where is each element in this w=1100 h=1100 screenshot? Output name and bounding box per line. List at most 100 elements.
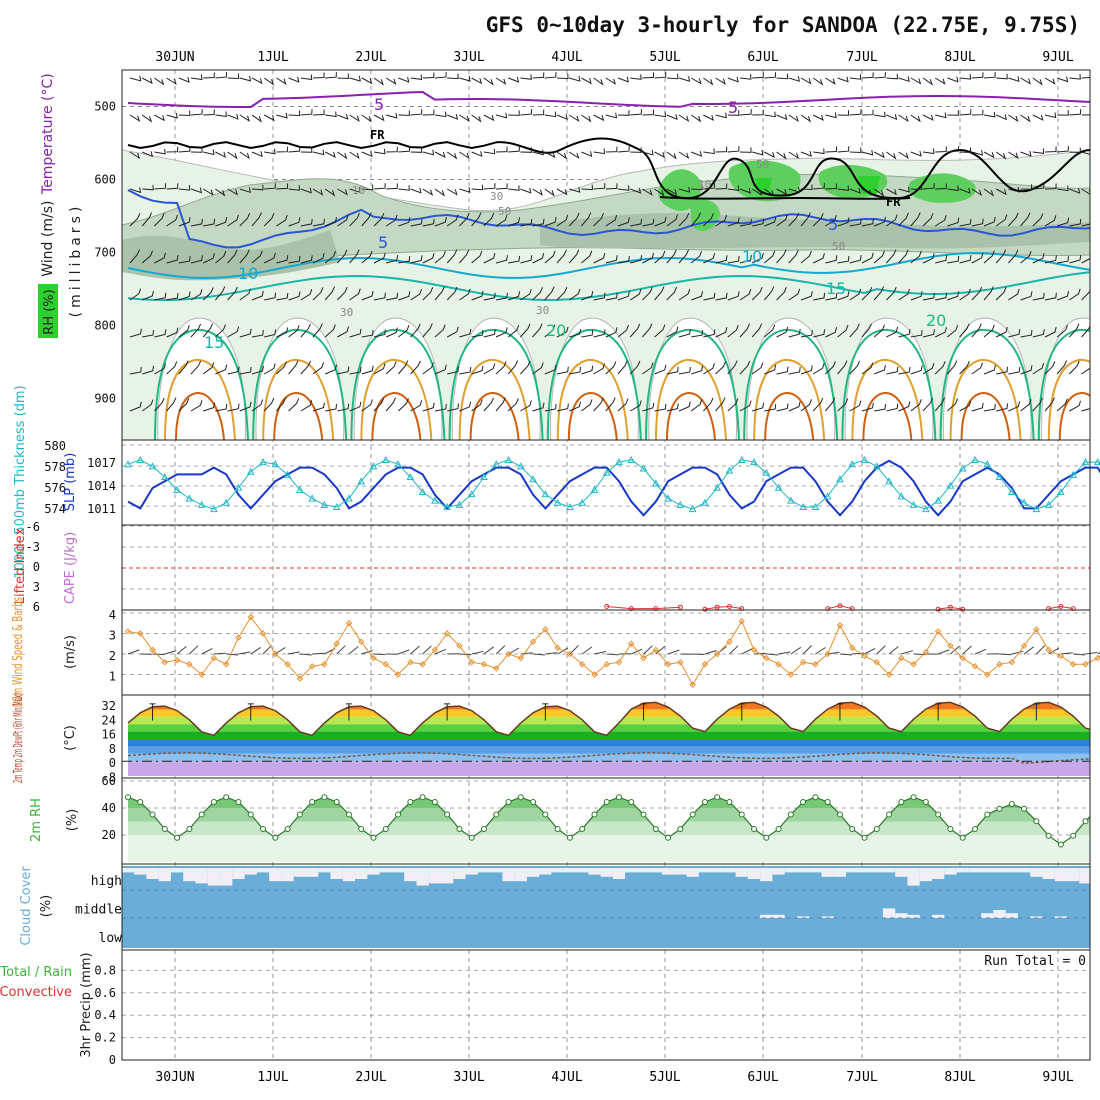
wind-barb xyxy=(202,287,214,301)
cloud-high-gap xyxy=(293,868,306,877)
wind-barb xyxy=(166,292,179,301)
wind-barb xyxy=(983,188,994,197)
wind-barb xyxy=(447,403,459,412)
wind-barb xyxy=(642,323,653,338)
upper-tick-label: 500 xyxy=(94,100,116,114)
wind-barb xyxy=(935,183,947,190)
wind-barb xyxy=(129,366,142,375)
rh-contour-label: 50 xyxy=(498,205,511,218)
wind-barb xyxy=(532,287,543,301)
wind-barb xyxy=(568,288,581,301)
wind-barb xyxy=(556,214,569,227)
wind10-point xyxy=(456,642,463,650)
wind-barb xyxy=(1044,77,1056,85)
wind-barb xyxy=(325,111,337,118)
cloud-high-gap xyxy=(207,868,221,886)
wind-barb xyxy=(264,148,276,155)
wind-barb xyxy=(837,291,850,301)
wind-barb xyxy=(251,250,263,264)
wind-barb xyxy=(947,146,960,153)
wind-barb xyxy=(995,326,1008,338)
wind-barb xyxy=(337,249,348,264)
wind-barb xyxy=(617,398,629,412)
wind-barb xyxy=(483,329,496,338)
li-tick-label: 6 xyxy=(33,600,40,614)
wind10-barb xyxy=(226,653,239,656)
wind10-point xyxy=(1020,642,1028,650)
wind-barb xyxy=(422,72,435,79)
wind-barb xyxy=(935,146,947,153)
temp-ylabel: 2m Temp 2m DewPt (6hr Min/Max) xyxy=(11,693,25,783)
date-label-top: 3JUL xyxy=(453,50,484,65)
wind-barb xyxy=(666,403,679,412)
wind-barb xyxy=(764,111,776,118)
wind-barb xyxy=(385,327,398,338)
cloud-high-gap xyxy=(305,868,319,877)
wind-barb xyxy=(788,366,801,375)
wind-barb xyxy=(203,109,215,116)
wind10-barb xyxy=(1035,645,1046,655)
wind-barb xyxy=(715,183,728,190)
temp-contour-label: 20 xyxy=(546,321,566,340)
thickness-point xyxy=(922,505,930,513)
wind-barb xyxy=(300,218,313,227)
cloud-high-gap xyxy=(526,868,540,877)
wind-barb xyxy=(1069,288,1081,301)
wind-barb xyxy=(1008,366,1021,375)
wind-barb xyxy=(385,214,398,227)
wind-barb xyxy=(1094,365,1100,374)
wind10-point xyxy=(787,671,795,678)
wind-barb xyxy=(825,397,836,412)
wind-barb xyxy=(764,72,777,79)
wind10-barb xyxy=(495,645,506,655)
wind-barb xyxy=(739,288,752,301)
cloud-high-gap xyxy=(968,868,982,873)
temp-contour-10 xyxy=(127,251,1090,280)
wind10-barb xyxy=(1048,647,1060,655)
wind-barb xyxy=(849,147,862,154)
thickness-point xyxy=(467,490,476,498)
wind-barb xyxy=(642,109,654,116)
wind-barb xyxy=(837,360,848,375)
wind-barb xyxy=(544,216,557,227)
wind-barb xyxy=(495,77,507,85)
wind-barb xyxy=(605,397,616,412)
wind-barb xyxy=(764,188,775,197)
wind-barb xyxy=(837,110,850,116)
wind-barb xyxy=(593,292,606,301)
wind-barb xyxy=(568,114,580,123)
wind-barb xyxy=(654,286,665,301)
wind-barb xyxy=(288,398,300,412)
wind-barb xyxy=(1069,218,1082,227)
cloud-fills xyxy=(122,866,1090,948)
wind-barb xyxy=(642,188,653,196)
wind-barb xyxy=(459,328,472,338)
rh2m-point xyxy=(677,825,684,832)
wind-barb xyxy=(1020,250,1032,264)
cloud-high-gap xyxy=(796,868,810,873)
wind-barb xyxy=(837,217,850,227)
wind10-barb xyxy=(704,650,717,655)
wind-barb xyxy=(129,75,142,82)
wind10-barb xyxy=(581,646,593,655)
wind-barb xyxy=(812,114,824,121)
wind10-point xyxy=(726,638,733,645)
temp-band xyxy=(128,724,1090,732)
wind-barb xyxy=(410,218,423,227)
temp-contour-30 xyxy=(175,391,225,440)
date-label-bottom: 8JUL xyxy=(944,1070,975,1085)
wind-barb xyxy=(215,403,228,412)
wind-barb xyxy=(1069,360,1080,375)
wind-barb xyxy=(971,286,983,301)
upper-yunit: (millibars) xyxy=(68,203,84,318)
thickness-point xyxy=(995,473,1004,481)
wind10-point xyxy=(849,644,856,652)
wind-barb xyxy=(788,401,801,412)
wind-barb xyxy=(1020,114,1031,123)
wind-barb xyxy=(837,324,849,338)
wind-barb xyxy=(739,187,751,194)
wind10-point xyxy=(652,646,660,654)
wind-barb xyxy=(373,114,385,122)
wind10-point xyxy=(799,658,807,666)
wind-barb xyxy=(568,212,580,227)
